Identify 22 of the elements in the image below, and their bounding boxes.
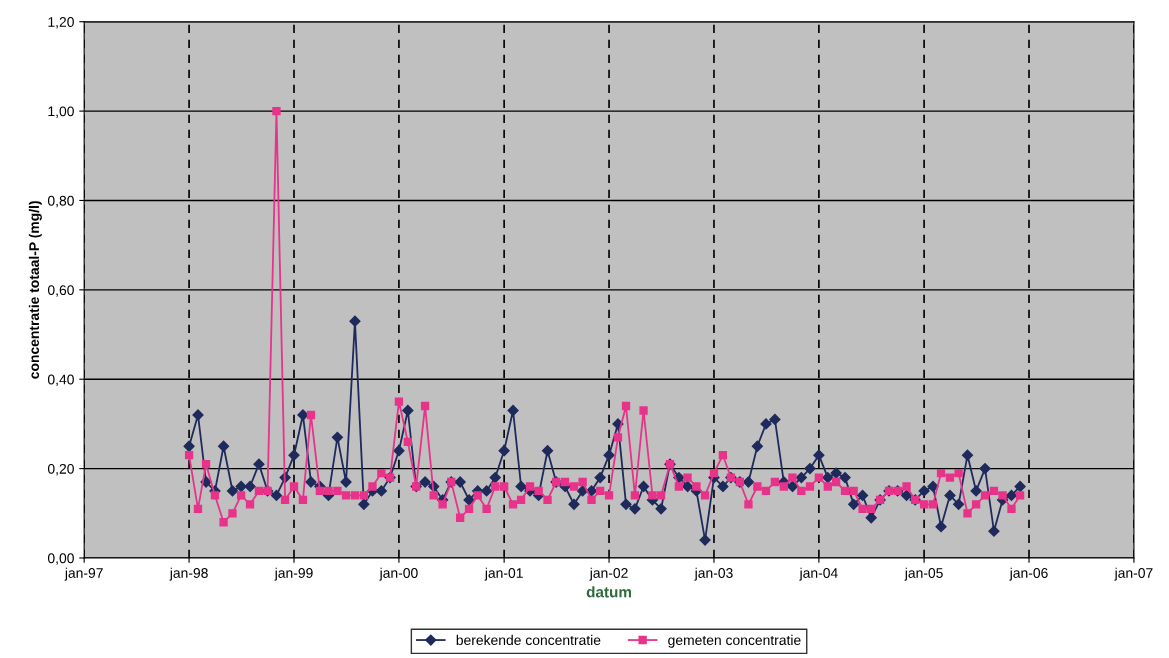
x-tick-label: jan-00 [379, 567, 418, 581]
x-tick-label: jan-05 [904, 567, 943, 581]
y-tick-label: 0,20 [47, 463, 74, 476]
x-tick-label: jan-03 [694, 567, 733, 581]
x-tick-label: jan-98 [169, 567, 208, 581]
x-axis-title: datum [586, 586, 632, 598]
x-tick-label: jan-07 [1114, 567, 1153, 581]
y-tick-label: 1,00 [48, 106, 74, 118]
legend-label: berekende concentratie [456, 634, 601, 646]
y-tick-label: 0,40 [47, 374, 74, 387]
y-tick-label: 0,80 [47, 195, 74, 208]
legend-label: gemeten concentratie [668, 634, 801, 648]
y-tick-label: 0,60 [47, 285, 74, 297]
y-tick-label: 0,00 [47, 553, 74, 565]
x-tick-label: jan-06 [1009, 567, 1048, 581]
x-tick-label: jan-02 [589, 567, 628, 581]
x-tick-label: jan-01 [484, 567, 523, 581]
y-axis-title: concentratie totaal-P (mg/l) [28, 201, 42, 379]
x-tick-label: jan-04 [799, 567, 838, 581]
x-tick-label: jan-97 [64, 567, 103, 581]
y-tick-label: 1,20 [48, 17, 74, 29]
x-tick-label: jan-99 [274, 567, 313, 581]
